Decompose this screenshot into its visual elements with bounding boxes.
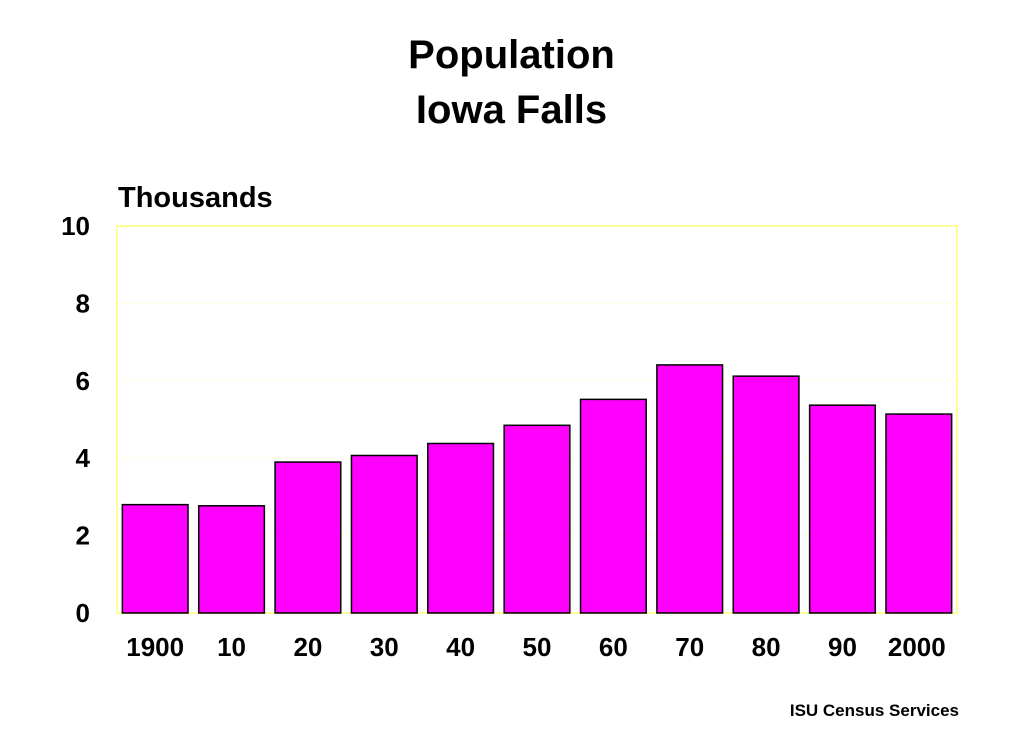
- x-tick-label: 60: [599, 632, 628, 662]
- y-tick-labels: 0 2 4 6 8 10: [61, 211, 90, 628]
- bar-30: [350, 454, 418, 614]
- x-tick-label: 30: [370, 632, 399, 662]
- bar-40: [427, 442, 495, 614]
- x-tick-label: 20: [293, 632, 322, 662]
- bars: [121, 364, 953, 614]
- x-tick-label: 90: [828, 632, 857, 662]
- x-tick-label: 50: [523, 632, 552, 662]
- bar-80: [732, 375, 800, 614]
- bar-10: [197, 505, 266, 614]
- bar-90: [808, 404, 877, 614]
- y-tick-label: 10: [61, 211, 90, 241]
- x-tick-label: 10: [217, 632, 246, 662]
- source-credit: ISU Census Services: [789, 701, 959, 720]
- x-tick-labels: 1900 10 20 30 40 50 60 70 80 90 2000: [126, 632, 945, 662]
- chart-subtitle: Iowa Falls: [415, 88, 608, 132]
- bar-2000: [885, 413, 953, 614]
- y-tick-label: 6: [76, 366, 90, 396]
- bar-50: [503, 424, 571, 614]
- x-tick-label: 2000: [888, 632, 946, 662]
- bar-70: [656, 364, 724, 614]
- chart-title: Population: [408, 33, 615, 77]
- y-tick-label: 8: [76, 288, 90, 318]
- y-axis-label: Thousands: [118, 182, 273, 214]
- x-tick-label: 70: [675, 632, 704, 662]
- y-tick-label: 2: [76, 521, 90, 551]
- bar-1900: [121, 503, 189, 614]
- y-tick-label: 4: [76, 443, 91, 473]
- x-tick-label: 40: [446, 632, 475, 662]
- bar-60: [579, 398, 647, 614]
- x-tick-label: 80: [752, 632, 781, 662]
- bar-20: [274, 461, 342, 614]
- x-tick-label: 1900: [126, 632, 184, 662]
- y-tick-label: 0: [76, 598, 90, 628]
